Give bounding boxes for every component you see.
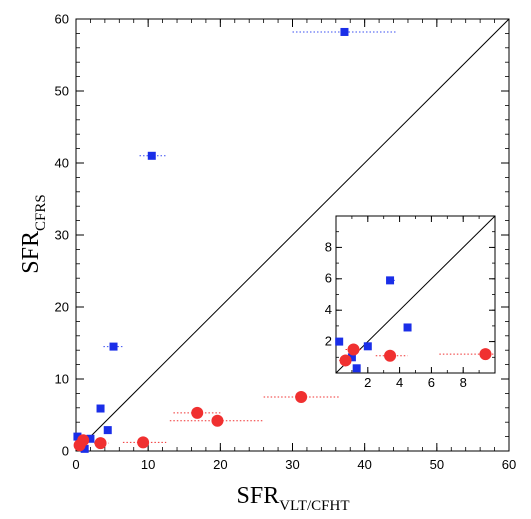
inset-circle-point: [347, 343, 360, 356]
inset-square-point: [386, 276, 395, 285]
inset-square-point: [335, 337, 344, 346]
inset-y-tick-label: 8: [325, 239, 332, 254]
main-y-tick-label: 60: [55, 12, 69, 27]
main-y-tick-label: 30: [55, 228, 69, 243]
main-square-point: [147, 151, 156, 160]
main-x-tick-label: 50: [430, 457, 444, 472]
y-axis-title-subscript: CFRS: [33, 194, 49, 231]
main-x-tick-label: 30: [285, 457, 299, 472]
y-axis-title: SFRCFRS: [18, 194, 49, 273]
main-circle-point: [191, 406, 204, 419]
main-circle-point: [137, 436, 150, 449]
inset-x-tick-label: 4: [396, 375, 403, 390]
main-square-point: [96, 404, 105, 413]
inset-circle-point: [479, 348, 492, 361]
main-plot: 0 10 20 30 40 50 60 0 10 20 30 40 50 60: [55, 12, 517, 472]
main-x-tick-label: 20: [213, 457, 227, 472]
main-square-point: [73, 432, 82, 441]
main-y-tick-label: 50: [55, 84, 69, 99]
main-square-point: [103, 426, 112, 435]
main-diagonal-line: [75, 18, 510, 452]
inset-x-tick-label: 2: [364, 375, 371, 390]
inset-square-point: [347, 353, 356, 362]
main-circle-point: [94, 437, 107, 450]
main-x-tick-label: 0: [72, 457, 79, 472]
main-y-tick-label: 40: [55, 156, 69, 171]
main-y-tick-label: 10: [55, 372, 69, 387]
main-x-tick-label: 40: [357, 457, 371, 472]
inset-y-tick-label: 6: [325, 271, 332, 286]
main-square-point: [109, 342, 118, 351]
main-y-tick-label: 20: [55, 300, 69, 315]
inset-x-tick-label: 8: [460, 375, 467, 390]
main-y-tick-label: 0: [62, 444, 69, 459]
main-circle-point: [211, 414, 224, 427]
inset-y-tick-label: 2: [325, 333, 332, 348]
inset-circle-point: [384, 349, 397, 362]
inset-x-tick-label: 6: [428, 375, 435, 390]
main-square-point: [80, 444, 89, 453]
main-square-point: [86, 434, 95, 443]
inset-square-point: [363, 342, 372, 351]
main-x-tick-label: 10: [141, 457, 155, 472]
inset-square-point: [352, 364, 361, 373]
x-axis-title-main: SFR: [237, 483, 280, 509]
y-axis-title-main: SFR: [18, 231, 44, 274]
inset-plot: 2 4 6 8 2 4 6 8: [325, 215, 496, 390]
x-axis-title: SFRVLT/CFHT: [237, 483, 350, 514]
x-axis-title-subscript: VLT/CFHT: [279, 498, 349, 514]
main-circle-point: [295, 391, 308, 403]
inset-y-tick-label: 4: [325, 302, 332, 317]
main-circle-point: [73, 439, 86, 452]
main-x-tick-label: 60: [502, 457, 516, 472]
inset-square-point: [403, 323, 412, 332]
inset-circle-point: [339, 354, 352, 367]
inset-diagonal-line: [335, 215, 496, 374]
main-square-point: [340, 27, 349, 36]
